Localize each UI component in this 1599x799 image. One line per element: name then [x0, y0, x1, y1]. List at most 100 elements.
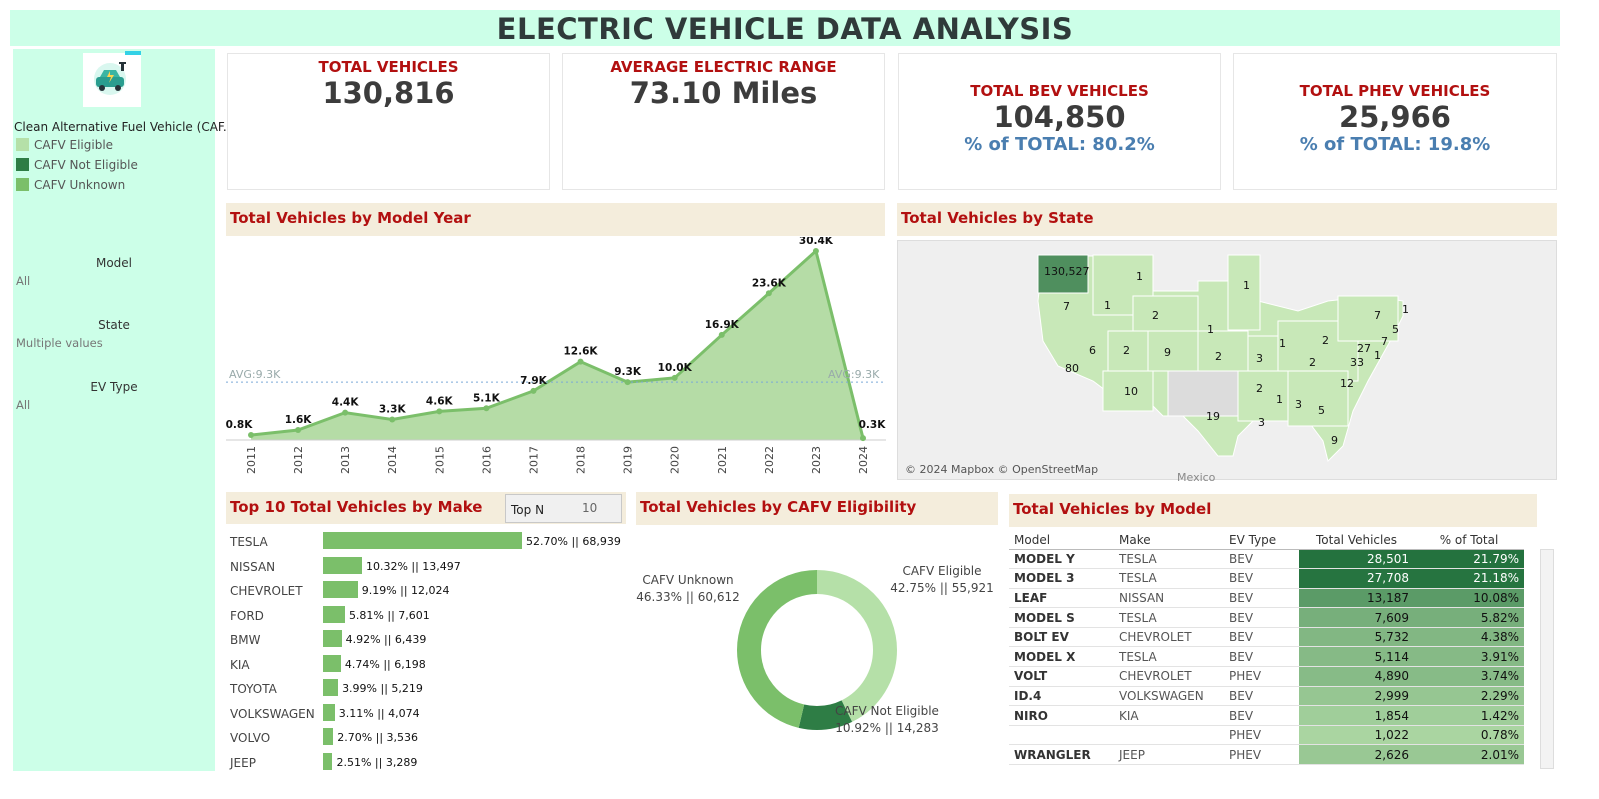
make-cell: JEEP — [1114, 744, 1224, 766]
table-row[interactable]: MODEL Y TESLA BEV 28,501 21.79% — [1009, 549, 1524, 570]
table-column-header[interactable]: Make — [1114, 531, 1224, 550]
legend-item-eligible[interactable]: CAFV Eligible — [16, 138, 113, 152]
model-cell: NIRO — [1009, 705, 1114, 726]
area-point[interactable] — [530, 387, 537, 394]
model-cell: ID.4 — [1009, 686, 1114, 707]
make-bar[interactable] — [323, 679, 339, 696]
table-scrollbar[interactable] — [1540, 549, 1554, 769]
area-point[interactable] — [624, 379, 631, 386]
filter-value-model[interactable]: All — [16, 274, 31, 288]
area-point[interactable] — [483, 405, 490, 412]
percent-cell: 0.78% — [1414, 725, 1524, 746]
make-bar[interactable] — [323, 581, 358, 598]
map-state-value: 2 — [1215, 350, 1222, 363]
filter-value-ev-type[interactable]: All — [16, 398, 31, 412]
ev-type-cell: BEV — [1224, 705, 1299, 726]
map-state-value: 7 — [1374, 309, 1381, 322]
map-state-value: 33 — [1350, 356, 1364, 369]
kpi-percent: % of TOTAL: 19.8% — [1299, 134, 1491, 155]
table-row[interactable]: BOLT EV CHEVROLET BEV 5,732 4.38% — [1009, 627, 1524, 648]
map-attribution[interactable]: © 2024 Mapbox © OpenStreetMap — [905, 463, 1099, 476]
make-label: VOLKSWAGEN — [230, 706, 315, 721]
total-cell: 1,854 — [1299, 705, 1414, 726]
x-tick-label: 2019 — [622, 446, 635, 474]
make-bar[interactable] — [323, 654, 341, 672]
percent-cell: 2.01% — [1414, 744, 1524, 766]
legend-item-not-eligible[interactable]: CAFV Not Eligible — [16, 158, 138, 172]
area-point[interactable] — [295, 427, 302, 434]
legend-item-unknown[interactable]: CAFV Unknown — [16, 178, 125, 192]
dashboard-title: ELECTRIC VEHICLE DATA ANALYSIS — [496, 12, 1074, 46]
area-point[interactable] — [577, 358, 584, 365]
x-tick-label: 2018 — [575, 446, 588, 474]
table-row[interactable]: MODEL X TESLA BEV 5,114 3.91% — [1009, 646, 1524, 668]
area-data-label: 5.1K — [473, 392, 501, 404]
area-point[interactable] — [812, 248, 819, 254]
table-column-header[interactable]: % of Total — [1414, 531, 1524, 550]
map-state-value: 7 — [1381, 335, 1388, 348]
area-point[interactable] — [342, 409, 349, 416]
table-row[interactable]: MODEL 3 TESLA BEV 27,708 21.18% — [1009, 568, 1524, 589]
x-tick-label: 2021 — [716, 446, 729, 474]
sidebar — [13, 49, 215, 771]
state-map[interactable] — [897, 240, 1557, 480]
kpi-phev-vehicles: TOTAL PHEV VEHICLES 25,966 % of TOTAL: 1… — [1233, 53, 1557, 190]
top-n-parameter[interactable]: Top N 10 — [505, 494, 622, 523]
top-n-value[interactable]: 10 — [582, 501, 598, 515]
kpi-label: TOTAL VEHICLES — [318, 58, 459, 76]
area-point[interactable] — [248, 432, 254, 439]
table-row[interactable]: VOLT CHEVROLET PHEV 4,890 3.74% — [1009, 666, 1524, 687]
kpi-percent: % of TOTAL: 80.2% — [964, 134, 1155, 155]
map-state-value: 9 — [1331, 434, 1338, 447]
donut-slice[interactable] — [737, 570, 897, 730]
donut-slice-value: 42.75% || 55,921 — [890, 581, 993, 595]
make-bar-value: 3.11% || 4,074 — [338, 706, 420, 720]
area-data-label: 16.9K — [705, 319, 740, 331]
make-bar-value: 52.70% || 68,939 — [526, 535, 621, 548]
legend-label: CAFV Unknown — [34, 178, 126, 192]
area-data-label: 0.3K — [859, 419, 886, 431]
map-state-value: 80 — [1065, 362, 1079, 375]
donut-slice[interactable] — [737, 570, 897, 730]
table-row[interactable]: LEAF NISSAN BEV 13,187 10.08% — [1009, 588, 1524, 609]
make-bar[interactable] — [323, 630, 342, 647]
table-row[interactable]: PHEV 1,022 0.78% — [1009, 725, 1524, 746]
make-bar[interactable] — [323, 532, 522, 549]
area-point[interactable] — [671, 374, 678, 381]
table-column-header[interactable]: EV Type — [1224, 531, 1299, 550]
table-column-header[interactable]: Total Vehicles — [1299, 531, 1414, 550]
percent-cell: 2.29% — [1414, 686, 1524, 707]
make-bar[interactable] — [323, 752, 333, 770]
percent-cell: 10.08% — [1414, 588, 1524, 609]
percent-cell: 1.42% — [1414, 705, 1524, 726]
area-point[interactable] — [389, 416, 396, 423]
table-row[interactable]: ID.4 VOLKSWAGEN BEV 2,999 2.29% — [1009, 686, 1524, 707]
map-state-value: 2 — [1123, 344, 1130, 357]
area-point[interactable] — [718, 331, 725, 338]
make-bar[interactable] — [323, 556, 362, 574]
table-row[interactable]: WRANGLER JEEP PHEV 2,626 2.01% — [1009, 744, 1524, 766]
area-data-label: 30.4K — [799, 237, 834, 247]
area-point[interactable] — [765, 290, 772, 297]
table-column-header[interactable]: Model — [1009, 531, 1114, 550]
total-cell: 4,890 — [1299, 666, 1414, 687]
table-row[interactable]: MODEL S TESLA BEV 7,609 5.82% — [1009, 607, 1524, 628]
average-label-left: AVG:9.3K — [229, 368, 281, 381]
make-cell — [1114, 725, 1224, 746]
map-state-value: 19 — [1206, 410, 1220, 423]
make-bar[interactable] — [323, 605, 345, 623]
area-point[interactable] — [860, 435, 866, 442]
x-tick-label: 2023 — [810, 446, 823, 474]
table-row[interactable]: NIRO KIA BEV 1,854 1.42% — [1009, 705, 1524, 726]
make-cell: TESLA — [1114, 607, 1224, 628]
table-header-row: Model Make EV Type Total Vehicles% of Total — [1009, 531, 1524, 550]
map-state-value: 2 — [1256, 382, 1263, 395]
ev-type-cell: BEV — [1224, 607, 1299, 628]
make-bar[interactable] — [323, 728, 334, 745]
filter-value-state[interactable]: Multiple values — [16, 336, 103, 350]
make-bar[interactable] — [323, 703, 335, 721]
kpi-value: 130,816 — [322, 76, 455, 110]
map-state-value: 3 — [1295, 398, 1302, 411]
make-bar-value: 2.70% || 3,536 — [337, 731, 419, 744]
area-point[interactable] — [436, 408, 443, 415]
